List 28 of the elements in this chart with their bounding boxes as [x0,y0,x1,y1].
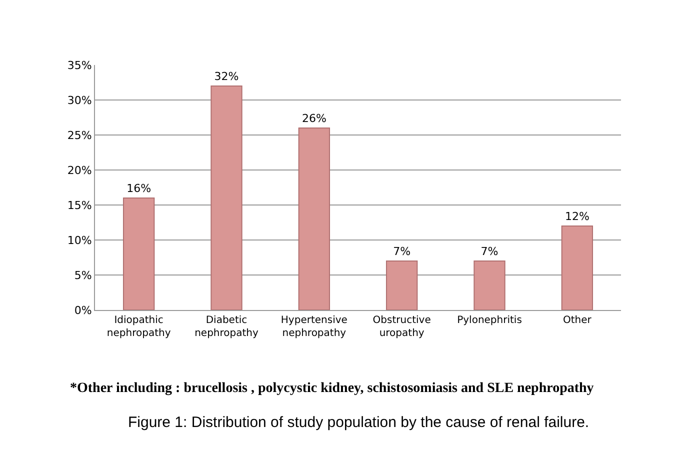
y-tick-label: 0% [74,304,92,317]
data-label: 26% [302,112,326,125]
y-tick-label: 20% [67,164,92,177]
data-label: 12% [564,210,590,223]
x-tick-label: Hypertensive nephropathy [280,315,348,339]
text: *Other including : brucellosis , polycystic kidney, schistosomiasis and SLE nephropathy [70,381,594,396]
bar [298,128,330,310]
x-tick-label: Other [562,315,592,326]
data-label: 7% [480,245,498,258]
x-tick-label: Pylonephritis [457,315,522,326]
x-tick-label: Idiopathic nephropathy [106,315,171,339]
bar [474,260,506,310]
bar [561,226,594,310]
data-label: 32% [214,70,239,83]
bar [210,86,242,310]
caption: Figure 1: Distribution of study population by the cause of renal failure. [128,414,590,431]
x-tick-label: Obstructive uropathy [372,315,431,339]
data-label: 7% [393,245,411,258]
data-label: 16% [126,182,152,195]
y-tick-label: 10% [67,234,92,247]
y-tick-label: 35% [67,58,92,72]
y-tick-label: 5% [74,268,92,282]
y-tick-label: 25% [67,128,92,142]
bar [122,198,155,310]
y-tick-label: 15% [67,198,92,212]
bar [386,260,418,310]
x-tick-label: Diabetic nephropathy [194,315,258,339]
y-tick-label: 30% [67,94,92,107]
